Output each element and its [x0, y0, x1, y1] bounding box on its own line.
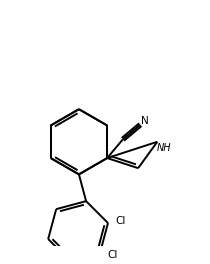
Text: Cl: Cl — [115, 216, 126, 227]
Text: Cl: Cl — [107, 249, 118, 260]
Text: NH: NH — [157, 143, 172, 153]
Text: N: N — [141, 116, 149, 126]
